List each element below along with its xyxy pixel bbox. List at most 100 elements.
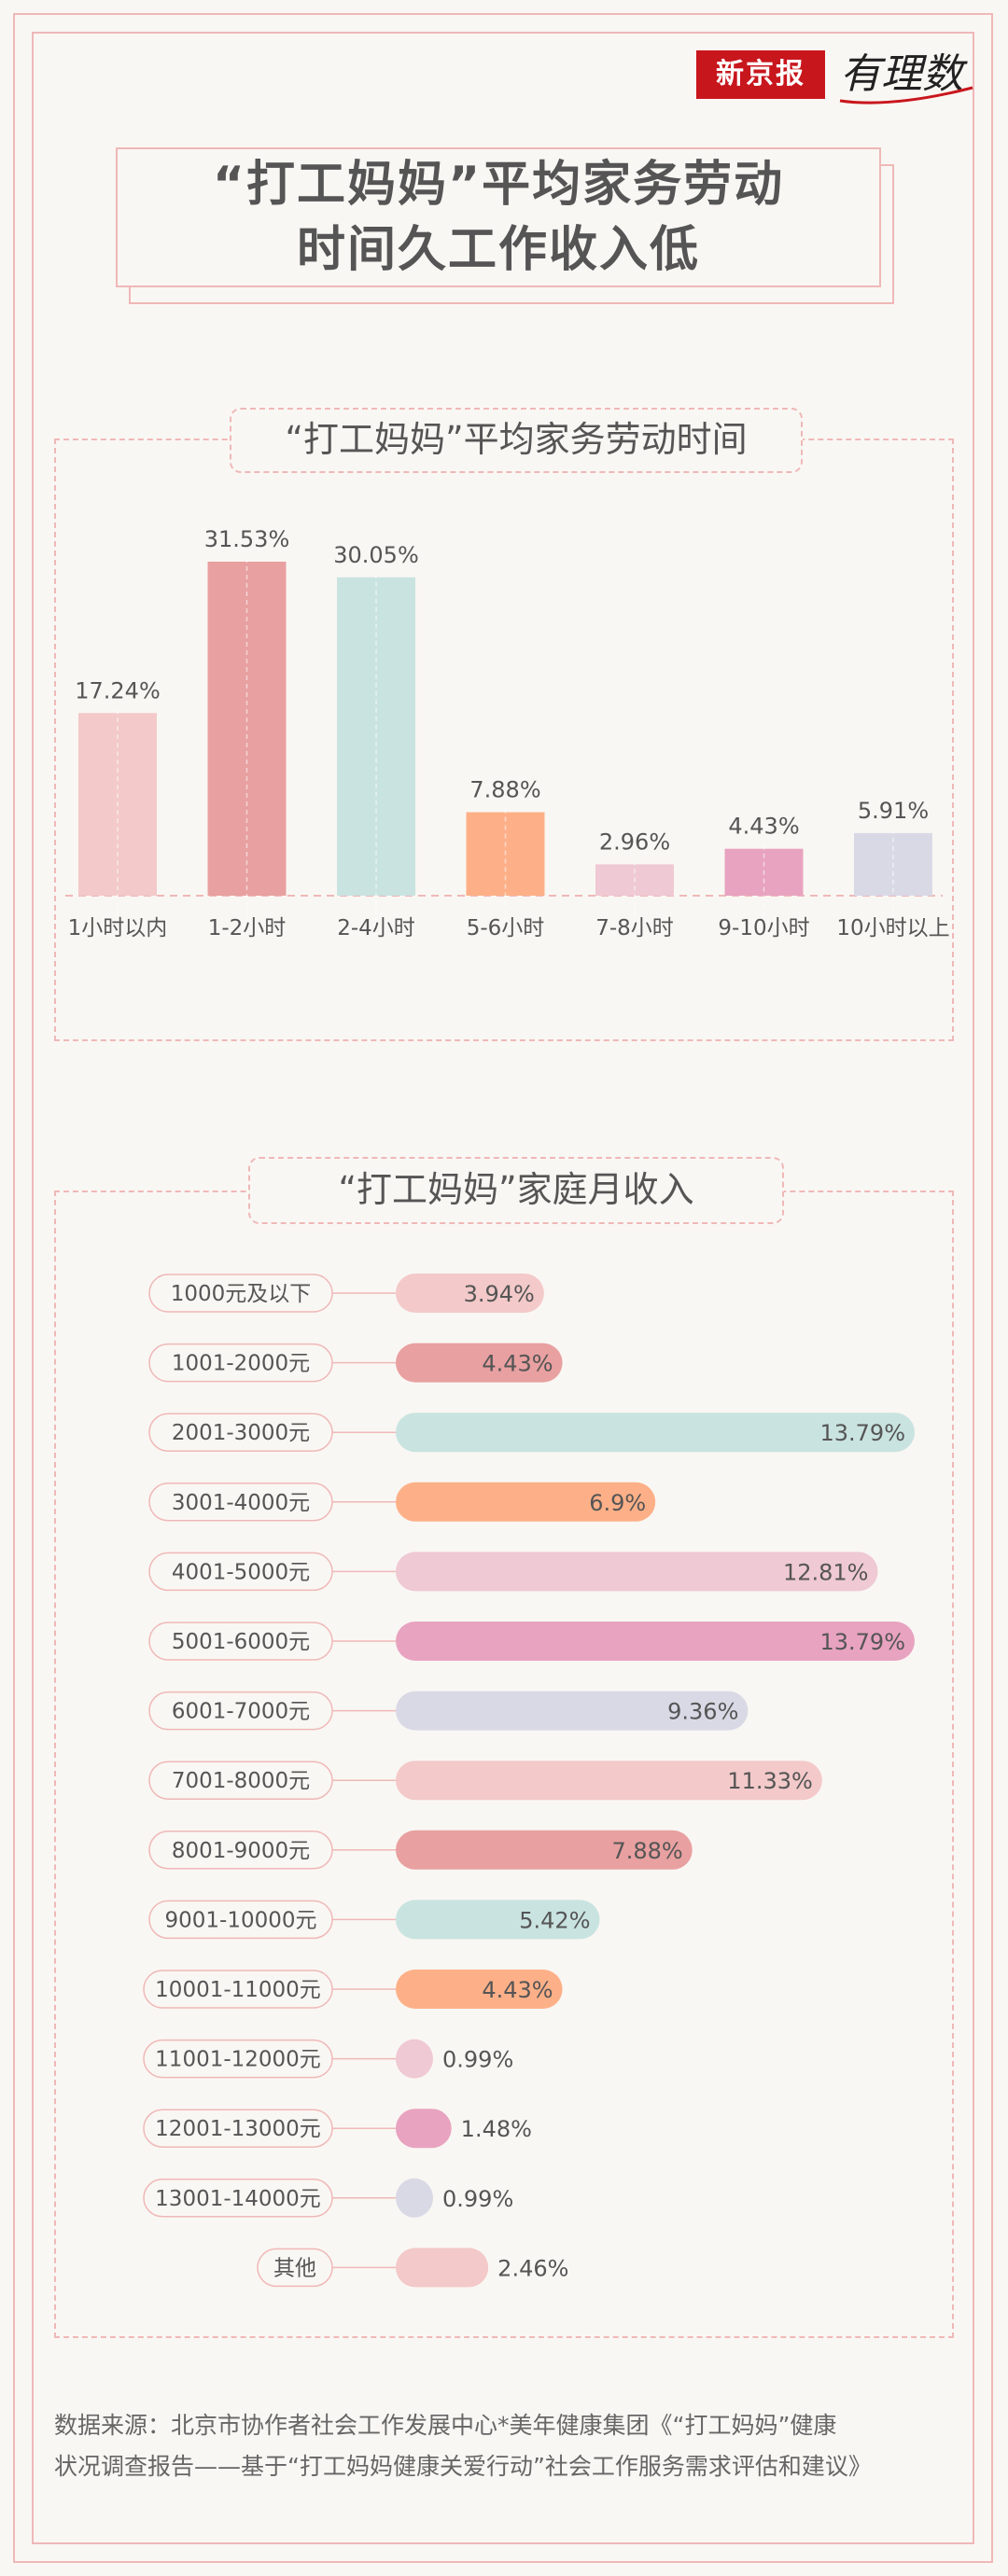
bar-group: 31.53% 1-2小时: [204, 526, 290, 940]
category-pill: [148, 1483, 333, 1522]
category-label: 10001-11000元: [155, 1978, 321, 2002]
category-pill: [143, 2109, 333, 2148]
bar-group: 5.91% 10小时以上: [836, 798, 949, 940]
category-label: 10小时以上: [836, 916, 949, 940]
bar: [396, 1970, 563, 2009]
bar-value-label: 11.33%: [727, 1768, 813, 1794]
bar-row: 13001-14000元 0.99%: [143, 2178, 513, 2218]
bar-row: 8001-9000元 7.88%: [148, 1830, 693, 1870]
category-pill: [148, 1900, 333, 1940]
bar-value-label: 31.53%: [204, 526, 290, 552]
bar-value-label: 5.91%: [858, 798, 929, 824]
bar-value-label: 4.43%: [482, 1351, 553, 1377]
category-label: 9001-10000元: [165, 1908, 317, 1932]
bar-row: 6001-7000元 9.36%: [148, 1691, 749, 1731]
bar-value-label: 0.99%: [442, 2047, 513, 2073]
bar: [396, 2178, 433, 2218]
category-label: 1-2小时: [208, 916, 287, 940]
bar: [396, 1482, 656, 1522]
bar-value-label: 4.43%: [728, 814, 799, 840]
bar: [396, 2039, 433, 2079]
bar-value-label: 13.79%: [819, 1629, 905, 1655]
bar-value-label: 5.42%: [519, 1907, 590, 1933]
bar-row: 12001-13000元 1.48%: [143, 2109, 532, 2149]
category-label: 11001-12000元: [155, 2048, 321, 2072]
category-pill: [143, 2179, 333, 2218]
category-label: 其他: [273, 2256, 316, 2280]
bar: [396, 1691, 749, 1731]
section2-title: “打工妈妈”家庭月收入: [248, 1157, 784, 1224]
bar-value-label: 30.05%: [333, 542, 419, 568]
category-pill: [148, 1831, 333, 1870]
category-label: 13001-14000元: [155, 2187, 321, 2211]
bar-value-label: 2.96%: [599, 828, 670, 855]
category-label: 1小时以内: [68, 916, 168, 940]
bar-row: 10001-11000元 4.43%: [143, 1970, 563, 2009]
bar: [396, 1413, 915, 1453]
bar-row: 7001-8000元 11.33%: [148, 1761, 822, 1801]
bar-group: 17.24% 1小时以内: [68, 677, 168, 940]
bar-value-label: 4.43%: [482, 1977, 553, 2003]
inner-frame: [32, 32, 974, 2544]
bar-group: 2.96% 7-8小时: [595, 828, 674, 940]
bar-value-label: 17.24%: [75, 677, 161, 703]
bar-row: 4001-5000元 12.81%: [148, 1552, 878, 1592]
brand-logo: 新京报 有理数: [696, 47, 976, 104]
category-label: 4001-5000元: [172, 1560, 310, 1584]
bar: [396, 1552, 878, 1592]
bar: [396, 1830, 693, 1870]
category-label: 1001-2000元: [172, 1352, 310, 1376]
category-label: 9-10小时: [718, 916, 809, 940]
category-pill: [148, 1761, 333, 1800]
brand-swoosh-icon: [839, 86, 973, 104]
title-line-1: “打工妈妈”平均家务劳动: [212, 157, 785, 213]
bar-value-label: 3.94%: [464, 1281, 535, 1307]
bar: [396, 1900, 600, 1940]
data-source: 数据来源：北京市协作者社会工作发展中心*美年健康集团《“打工妈妈”健康 状况调查…: [54, 2405, 969, 2487]
bar-value-label: 2.46%: [497, 2255, 568, 2281]
bar-row: 1000元及以下 3.94%: [148, 1274, 544, 1313]
bar-value-label: 7.88%: [611, 1838, 682, 1864]
category-label: 7001-8000元: [172, 1769, 310, 1793]
category-pill: [143, 2039, 333, 2079]
category-label: 12001-13000元: [155, 2117, 321, 2141]
bar-value-label: 9.36%: [667, 1699, 738, 1725]
bar: [396, 2248, 489, 2288]
income-bar-chart: 1000元及以下 3.94% 1001-2000元 4.43% 2001-3000元 13…: [143, 1274, 915, 2288]
bar-value-label: 1.48%: [461, 2116, 532, 2142]
bar: [396, 1761, 822, 1801]
bar-value-label: 7.88%: [469, 777, 540, 803]
bar: [396, 1622, 915, 1661]
bar-row: 其他 2.46%: [257, 2248, 568, 2288]
category-label: 1000元及以下: [171, 1282, 312, 1306]
bar-row: 1001-2000元 4.43%: [148, 1343, 563, 1383]
bar-row: 9001-10000元 5.42%: [148, 1900, 600, 1940]
bar-row: 11001-12000元 0.99%: [143, 2039, 513, 2079]
category-pill: [148, 1691, 333, 1731]
category-pill: [257, 2248, 333, 2288]
category-label: 7-8小时: [595, 916, 674, 940]
bar-row: 2001-3000元 13.79%: [148, 1413, 915, 1453]
category-label: 2001-3000元: [172, 1421, 310, 1445]
category-pill: [148, 1343, 333, 1383]
page-title: “打工妈妈”平均家务劳动 时间久工作收入低: [116, 147, 881, 287]
source-line-1: 数据来源：北京市协作者社会工作发展中心*美年健康集团《“打工妈妈”健康: [54, 2412, 837, 2439]
bar: [396, 1343, 563, 1383]
category-pill: [148, 1622, 333, 1661]
source-line-2: 状况调查报告——基于“打工妈妈健康关爱行动”社会工作服务需求评估和建议》: [54, 2453, 872, 2480]
bar-row: 3001-4000元 6.9%: [148, 1482, 656, 1522]
category-label: 8001-9000元: [172, 1839, 310, 1863]
brand-sub: 有理数: [840, 50, 963, 98]
bar-group: 30.05% 2-4小时: [333, 542, 419, 940]
category-label: 2-4小时: [337, 916, 415, 940]
housework-bar-chart: 17.24% 1小时以内 31.53% 1-2小时 30.05% 2-4小时 7.88% 5-…: [65, 526, 950, 940]
category-label: 6001-7000元: [172, 1700, 310, 1724]
category-label: 5001-6000元: [172, 1630, 310, 1654]
bar-group: 7.88% 5-6小时: [466, 777, 545, 940]
bar-group: 4.43% 9-10小时: [718, 814, 809, 940]
section1-title: “打工妈妈”平均家务劳动时间: [230, 408, 803, 473]
category-pill: [148, 1413, 333, 1452]
bar-value-label: 0.99%: [442, 2186, 513, 2212]
bar-row: 5001-6000元 13.79%: [148, 1622, 915, 1661]
brand-name: 新京报: [696, 50, 825, 99]
